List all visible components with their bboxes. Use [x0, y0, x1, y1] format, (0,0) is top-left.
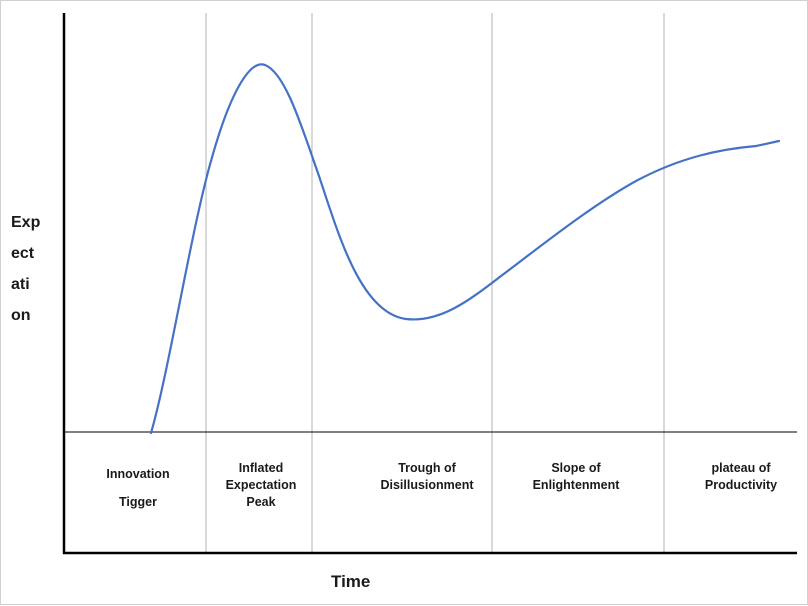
- y-axis-label-line: ati: [11, 276, 30, 293]
- y-axis-label-line: on: [11, 307, 31, 324]
- y-axis-label-line: Exp: [11, 214, 41, 231]
- phase-label-inflated-expectation-peak: Inflated Expectation Peak: [225, 461, 297, 509]
- x-axis-label: Time: [331, 572, 371, 591]
- y-axis-label: Exp ect ati on: [11, 207, 59, 331]
- phase-label-slope-of-enlightenment: Slope of Enlightenment: [532, 461, 620, 492]
- phase-label-plateau-of-productivity: plateau of Productivity: [704, 461, 778, 492]
- phase-label-trough-of-disillusionment: Trough of Disillusionment: [380, 461, 474, 492]
- phase-label-innovation-trigger: Innovation Tigger: [106, 467, 170, 509]
- y-axis-label-line: ect: [11, 245, 35, 262]
- hype-curve: [149, 63, 781, 435]
